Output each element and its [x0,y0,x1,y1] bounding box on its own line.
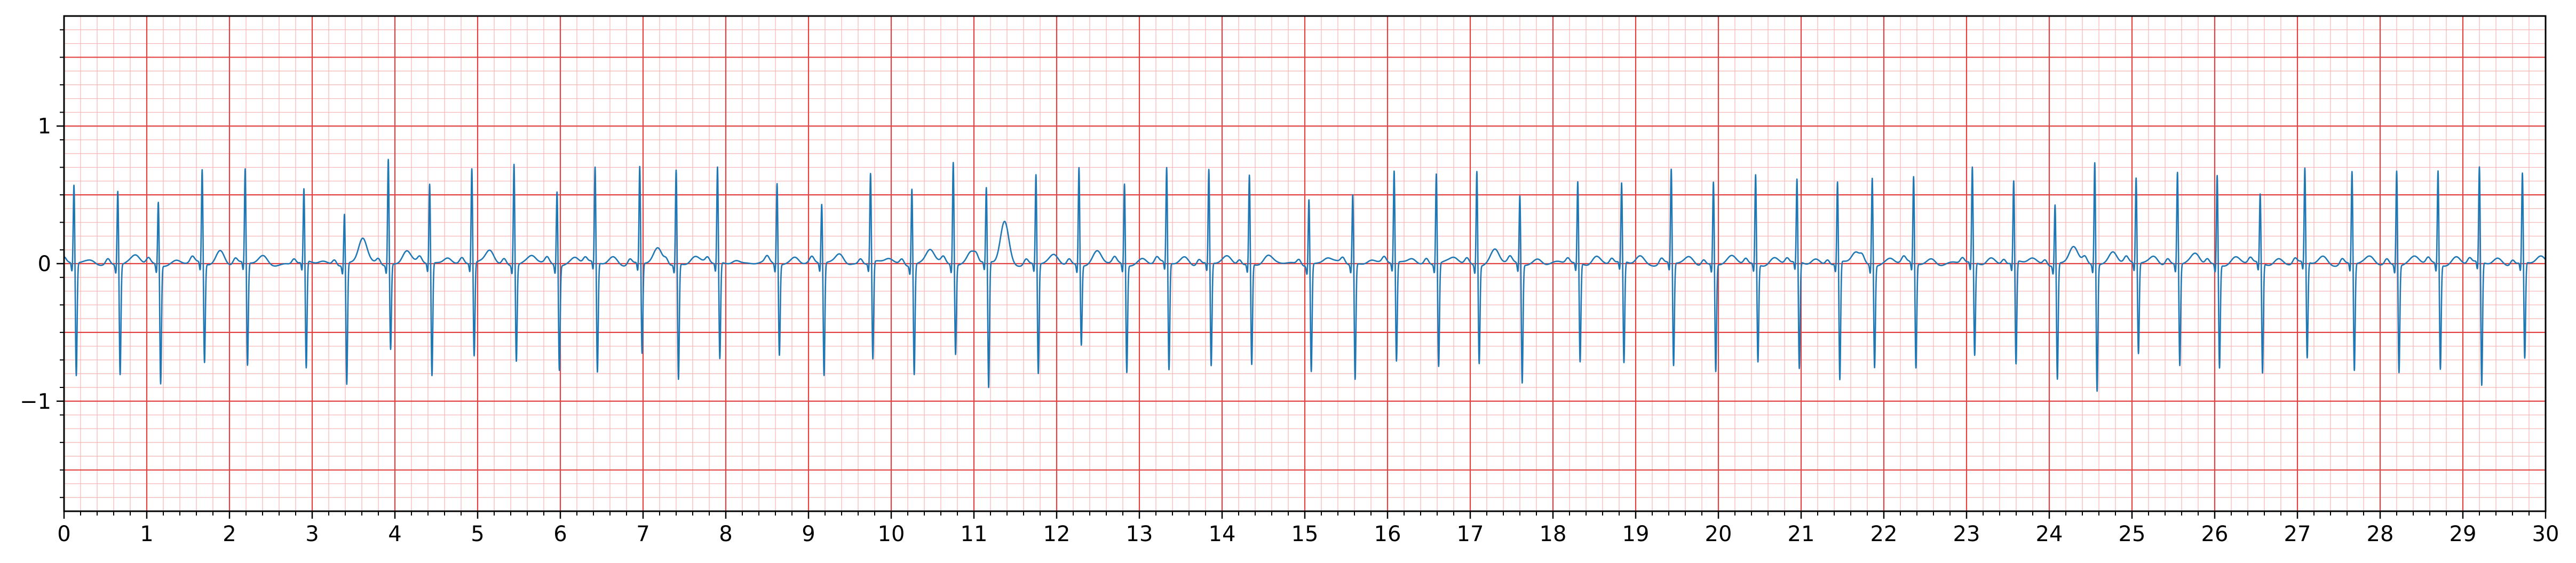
x-tick-label: 23 [1953,522,1980,546]
x-tick-label: 20 [1705,522,1732,546]
x-tick-label: 15 [1291,522,1319,546]
x-tick-label: 8 [719,522,732,546]
x-tick-label: 6 [553,522,567,546]
x-tick-label: 9 [802,522,815,546]
x-tick-label: 27 [2284,522,2311,546]
y-tick-label: −1 [20,390,51,414]
x-tick-label: 17 [1457,522,1484,546]
x-tick-label: 26 [2201,522,2229,546]
x-tick-label: 16 [1374,522,1401,546]
x-tick-label: 11 [961,522,988,546]
x-tick-label: 28 [2367,522,2394,546]
x-tick-label: 24 [2036,522,2063,546]
x-tick-label: 1 [140,522,153,546]
x-tick-label: 18 [1540,522,1567,546]
y-tick-label: 0 [38,252,51,276]
x-tick-label: 30 [2532,522,2559,546]
x-tick-label: 4 [388,522,401,546]
x-tick-label: 21 [1788,522,1815,546]
x-tick-label: 25 [2119,522,2146,546]
x-tick-label: 12 [1043,522,1071,546]
x-tick-label: 0 [57,522,70,546]
x-tick-label: 5 [471,522,484,546]
x-tick-label: 29 [2450,522,2477,546]
x-tick-label: 2 [223,522,236,546]
x-tick-label: 7 [636,522,649,546]
x-tick-label: 10 [878,522,905,546]
x-tick-label: 3 [305,522,319,546]
x-tick-label: 14 [1209,522,1236,546]
x-tick-label: 22 [1870,522,1898,546]
x-tick-label: 19 [1622,522,1650,546]
y-tick-label: 1 [38,114,51,139]
x-tick-label: 13 [1126,522,1153,546]
